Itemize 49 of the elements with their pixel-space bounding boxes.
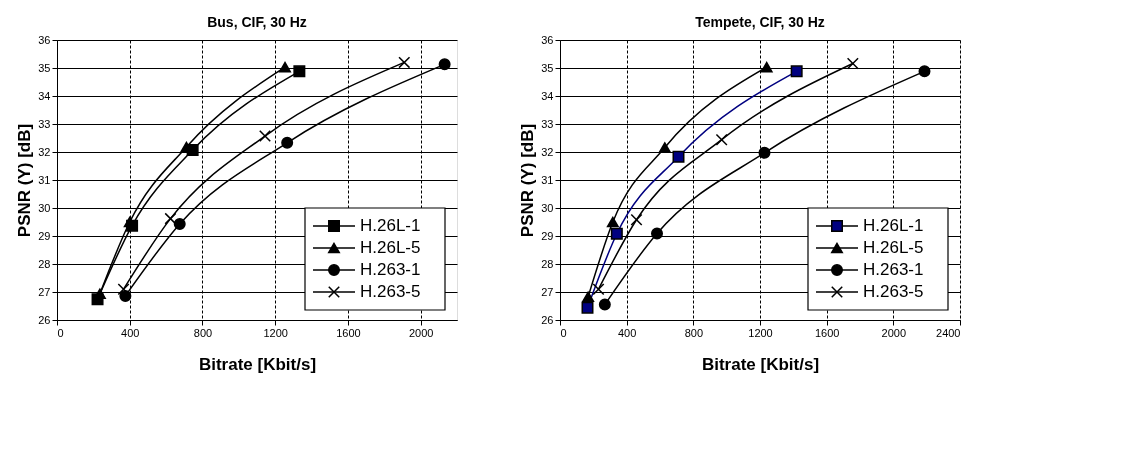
x-tick-label: 1600 [814,326,840,339]
legend-label: H.263-1 [863,260,924,279]
y-tick-label: 27 [38,285,51,298]
y-tick-label: 31 [38,173,51,186]
y-tick-label: 34 [38,89,51,102]
x-tick-label: 2000 [408,326,434,339]
y-tick-label: 26 [541,313,554,326]
legend-label: H.26L-1 [863,216,924,235]
y-tick-label: 27 [541,285,554,298]
y-tick-label: 33 [541,117,554,130]
x-tick-label: 800 [684,326,704,339]
y-tick-label: 33 [38,117,51,130]
chart-title: Tempete, CIF, 30 Hz [695,14,825,30]
x-tick-label: 400 [121,326,140,339]
y-axis-title: PSNR (Y) [dB] [15,123,35,238]
x-tick-label: 1600 [336,326,361,339]
x-axis-title: Bitrate [Kbit/s] [701,354,820,374]
legend-label: H.26L-5 [863,238,924,257]
chart-title: Bus, CIF, 30 Hz [207,14,307,30]
legend-label: H.263-1 [360,260,421,279]
y-tick-label: 35 [541,61,554,74]
x-tick-label: 0 [560,326,567,339]
y-tick-label: 26 [38,313,51,326]
legend-label: H.263-5 [863,282,924,301]
y-tick-label: 36 [541,33,554,46]
y-tick-label: 34 [541,89,554,102]
x-tick-label: 800 [193,326,213,339]
x-tick-label: 2400 [936,326,961,339]
legend-label: H.26L-5 [360,238,421,257]
y-tick-label: 30 [541,201,554,214]
x-tick-label: 1200 [263,326,288,339]
y-tick-label: 29 [541,229,554,242]
x-tick-label: 2000 [881,326,907,339]
y-tick-label: 35 [38,61,51,74]
y-tick-label: 32 [38,145,51,158]
y-tick-label: 31 [541,173,554,186]
y-tick-label: 28 [541,257,554,270]
y-axis-title: PSNR (Y) [dB] [518,123,538,238]
x-tick-label: 400 [617,326,637,339]
y-tick-label: 30 [38,201,51,214]
legend-label: H.26L-1 [360,216,421,235]
x-tick-label: 1200 [748,326,773,339]
y-tick-label: 32 [541,145,554,158]
y-tick-label: 28 [38,257,51,270]
y-tick-label: 36 [38,33,51,46]
legend-label: H.263-5 [360,282,421,301]
x-axis-title: Bitrate [Kbit/s] [198,354,317,374]
y-tick-label: 29 [38,229,51,242]
x-tick-label: 0 [57,326,64,339]
